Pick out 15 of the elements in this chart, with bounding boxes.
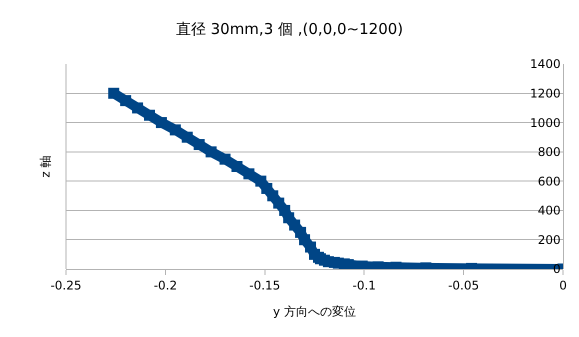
- x-tick-label: -0.25: [50, 278, 82, 292]
- y-tick-label: 800: [538, 145, 561, 160]
- chart-title: 直径 30mm,3 個 ,(0,0,0~1200): [176, 20, 404, 38]
- y-tick-label: 1000: [530, 116, 561, 130]
- y-tick-label: 1200: [530, 86, 561, 100]
- y-tick-label: 400: [538, 204, 561, 218]
- x-axis-title: y 方向への変位: [273, 304, 356, 318]
- x-tick-label: -0.1: [352, 278, 376, 292]
- x-tick-label: -0.05: [448, 278, 480, 292]
- y-axis-title: z 軸: [38, 156, 53, 178]
- x-tick-label: -0.2: [154, 278, 178, 292]
- y-tick-label: 1400: [530, 57, 561, 72]
- y-tick-label: 200: [538, 232, 561, 247]
- y-tick-label: 600: [538, 174, 561, 188]
- x-tick-label: -0.15: [249, 278, 280, 292]
